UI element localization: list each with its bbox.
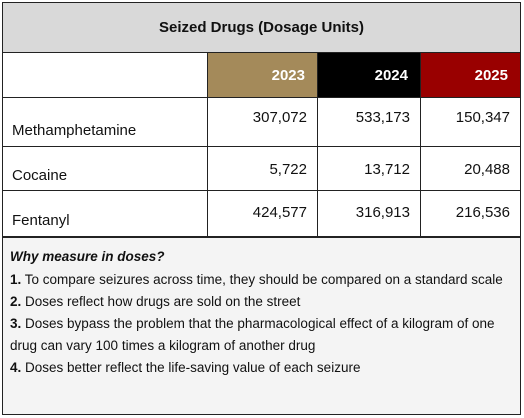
note-number: 1. bbox=[10, 272, 22, 287]
value-2025: 216,536 bbox=[455, 204, 510, 221]
note-text: Doses better reflect the life-saving val… bbox=[25, 360, 361, 375]
year-header-2024: 2024 bbox=[318, 53, 421, 97]
year-header-row: 2023 2024 2025 bbox=[3, 53, 520, 98]
note-item: 3. Doses bypass the problem that the pha… bbox=[10, 313, 514, 357]
note-number: 2. bbox=[10, 294, 22, 309]
value-2025: 20,488 bbox=[464, 161, 510, 178]
year-header-2025: 2025 bbox=[421, 53, 520, 97]
value-2023: 5,722 bbox=[208, 147, 318, 190]
notes-heading: Why measure in doses? bbox=[10, 249, 165, 264]
notes-box: Why measure in doses? 1. To compare seiz… bbox=[2, 237, 521, 415]
value-2024: 316,913 bbox=[318, 191, 421, 236]
note-number: 4. bbox=[10, 360, 22, 375]
table-row: Cocaine 5,722 13,712 20,488 bbox=[3, 147, 520, 191]
table-row: Methamphetamine 307,072 533,173 150,347 bbox=[3, 98, 520, 147]
drug-name: Methamphetamine bbox=[3, 98, 208, 146]
seized-drugs-table: Seized Drugs (Dosage Units) 2023 2024 20… bbox=[2, 2, 521, 238]
note-text: Doses bypass the problem that the pharma… bbox=[10, 316, 495, 353]
value-2024: 13,712 bbox=[318, 147, 421, 190]
year-header-2023: 2023 bbox=[208, 53, 318, 97]
value-2023: 424,577 bbox=[208, 191, 318, 236]
note-item: 1. To compare seizures across time, they… bbox=[10, 269, 514, 291]
drug-name: Fentanyl bbox=[3, 191, 208, 236]
table-title: Seized Drugs (Dosage Units) bbox=[3, 3, 520, 53]
table-row: Fentanyl 424,577 316,913 216,536 bbox=[3, 191, 520, 236]
value-2025: 150,347 bbox=[455, 109, 510, 126]
value-2024: 533,173 bbox=[318, 98, 421, 146]
note-text: Doses reflect how drugs are sold on the … bbox=[25, 294, 301, 309]
note-text: To compare seizures across time, they sh… bbox=[24, 272, 503, 287]
drug-name: Cocaine bbox=[3, 147, 208, 190]
header-blank-cell bbox=[3, 53, 208, 97]
note-number: 3. bbox=[10, 316, 22, 331]
value-2023: 307,072 bbox=[208, 98, 318, 146]
note-item: 4. Doses better reflect the life-saving … bbox=[10, 357, 514, 379]
note-item: 2. Doses reflect how drugs are sold on t… bbox=[10, 291, 514, 313]
